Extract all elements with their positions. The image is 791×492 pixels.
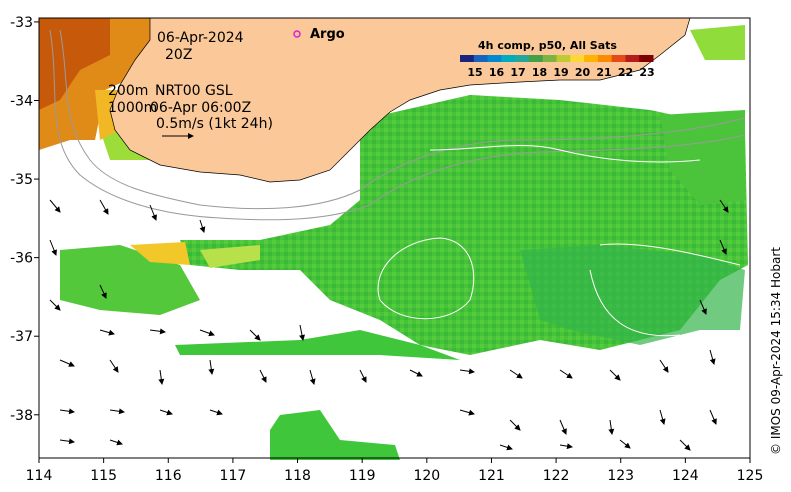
colorbar-tick-label: 19 xyxy=(553,66,568,79)
lat-tick-label: -38 xyxy=(10,408,33,424)
colorbar-swatch xyxy=(611,55,626,62)
colorbar: 4h comp, p50, All Sats 15 16 17 18 19 20 21 22 2… xyxy=(460,39,655,79)
colorbar-swatch xyxy=(542,55,557,62)
lon-tick-label: 121 xyxy=(478,468,505,484)
lon-tick-label: 124 xyxy=(672,468,699,484)
colorbar-tick-label: 23 xyxy=(639,66,654,79)
colorbar-title: 4h comp, p50, All Sats xyxy=(478,39,617,52)
depth-1000-label: 1000m xyxy=(108,100,157,116)
colorbar-swatch xyxy=(584,55,599,62)
lat-tick-label: -33 xyxy=(10,15,33,31)
colorbar-tick-label: 15 xyxy=(467,66,482,79)
colorbar-swatch xyxy=(570,55,585,62)
lat-tick-label: -36 xyxy=(10,251,33,267)
product-time-label: 06-Apr 06:00Z xyxy=(150,100,251,116)
depth-200-label: 200m xyxy=(108,83,148,99)
colorbar-swatch xyxy=(487,55,502,62)
colorbar-ticks: 15 16 17 18 19 20 21 22 23 xyxy=(467,66,654,79)
axis-ticks xyxy=(34,21,751,463)
sst-layer xyxy=(60,25,748,460)
lon-tick-label: 115 xyxy=(90,468,117,484)
plot-frame xyxy=(38,17,751,459)
lon-tick-label: 117 xyxy=(220,468,247,484)
colorbar-swatch xyxy=(473,55,489,62)
date-label: 06-Apr-2024 xyxy=(157,30,244,46)
credit-label: © IMOS 09-Apr-2024 15:34 Hobart xyxy=(769,247,783,455)
lat-tick-labels: -33 -34 -35 -36 -37 -38 xyxy=(10,15,33,424)
scale-label: 0.5m/s (1kt 24h) xyxy=(156,116,273,132)
colorbar-swatches xyxy=(460,55,654,62)
lon-tick-label: 120 xyxy=(413,468,440,484)
colorbar-swatch xyxy=(625,55,640,62)
product-label: NRT00 GSL xyxy=(155,83,233,99)
colorbar-swatch xyxy=(501,55,516,62)
colorbar-tick-label: 17 xyxy=(510,66,525,79)
lon-tick-label: 125 xyxy=(737,468,764,484)
colorbar-swatch xyxy=(528,55,544,62)
lon-tick-label: 122 xyxy=(543,468,570,484)
colorbar-swatch xyxy=(639,55,654,62)
colorbar-tick-label: 21 xyxy=(596,66,611,79)
lon-tick-labels: 114 115 116 117 118 119 120 121 122 123 124 125 xyxy=(26,468,764,484)
colorbar-tick-label: 18 xyxy=(532,66,547,79)
colorbar-swatch xyxy=(515,55,530,62)
lon-tick-label: 123 xyxy=(607,468,634,484)
colorbar-swatch xyxy=(597,55,613,62)
argo-label: Argo xyxy=(310,27,345,42)
lat-tick-label: -34 xyxy=(10,94,33,110)
lon-tick-label: 116 xyxy=(155,468,182,484)
lat-tick-label: -37 xyxy=(10,329,33,345)
colorbar-tick-label: 16 xyxy=(489,66,505,79)
current-vectors xyxy=(49,199,729,451)
lon-tick-label: 119 xyxy=(349,468,376,484)
colorbar-tick-label: 20 xyxy=(575,66,591,79)
colorbar-swatch xyxy=(556,55,571,62)
argo-marker[interactable] xyxy=(293,30,301,38)
lon-tick-label: 114 xyxy=(26,468,53,484)
lon-tick-label: 118 xyxy=(284,468,311,484)
colorbar-swatch xyxy=(460,55,475,62)
bathymetry-contours xyxy=(49,29,746,221)
plot-area: Argo 06-Apr-2024 20Z 200m NRT00 GSL 1000… xyxy=(38,17,751,460)
colorbar-tick-label: 22 xyxy=(618,66,633,79)
time-label: 20Z xyxy=(165,47,192,63)
lat-tick-label: -35 xyxy=(10,172,33,188)
ssh-contours xyxy=(377,145,741,337)
